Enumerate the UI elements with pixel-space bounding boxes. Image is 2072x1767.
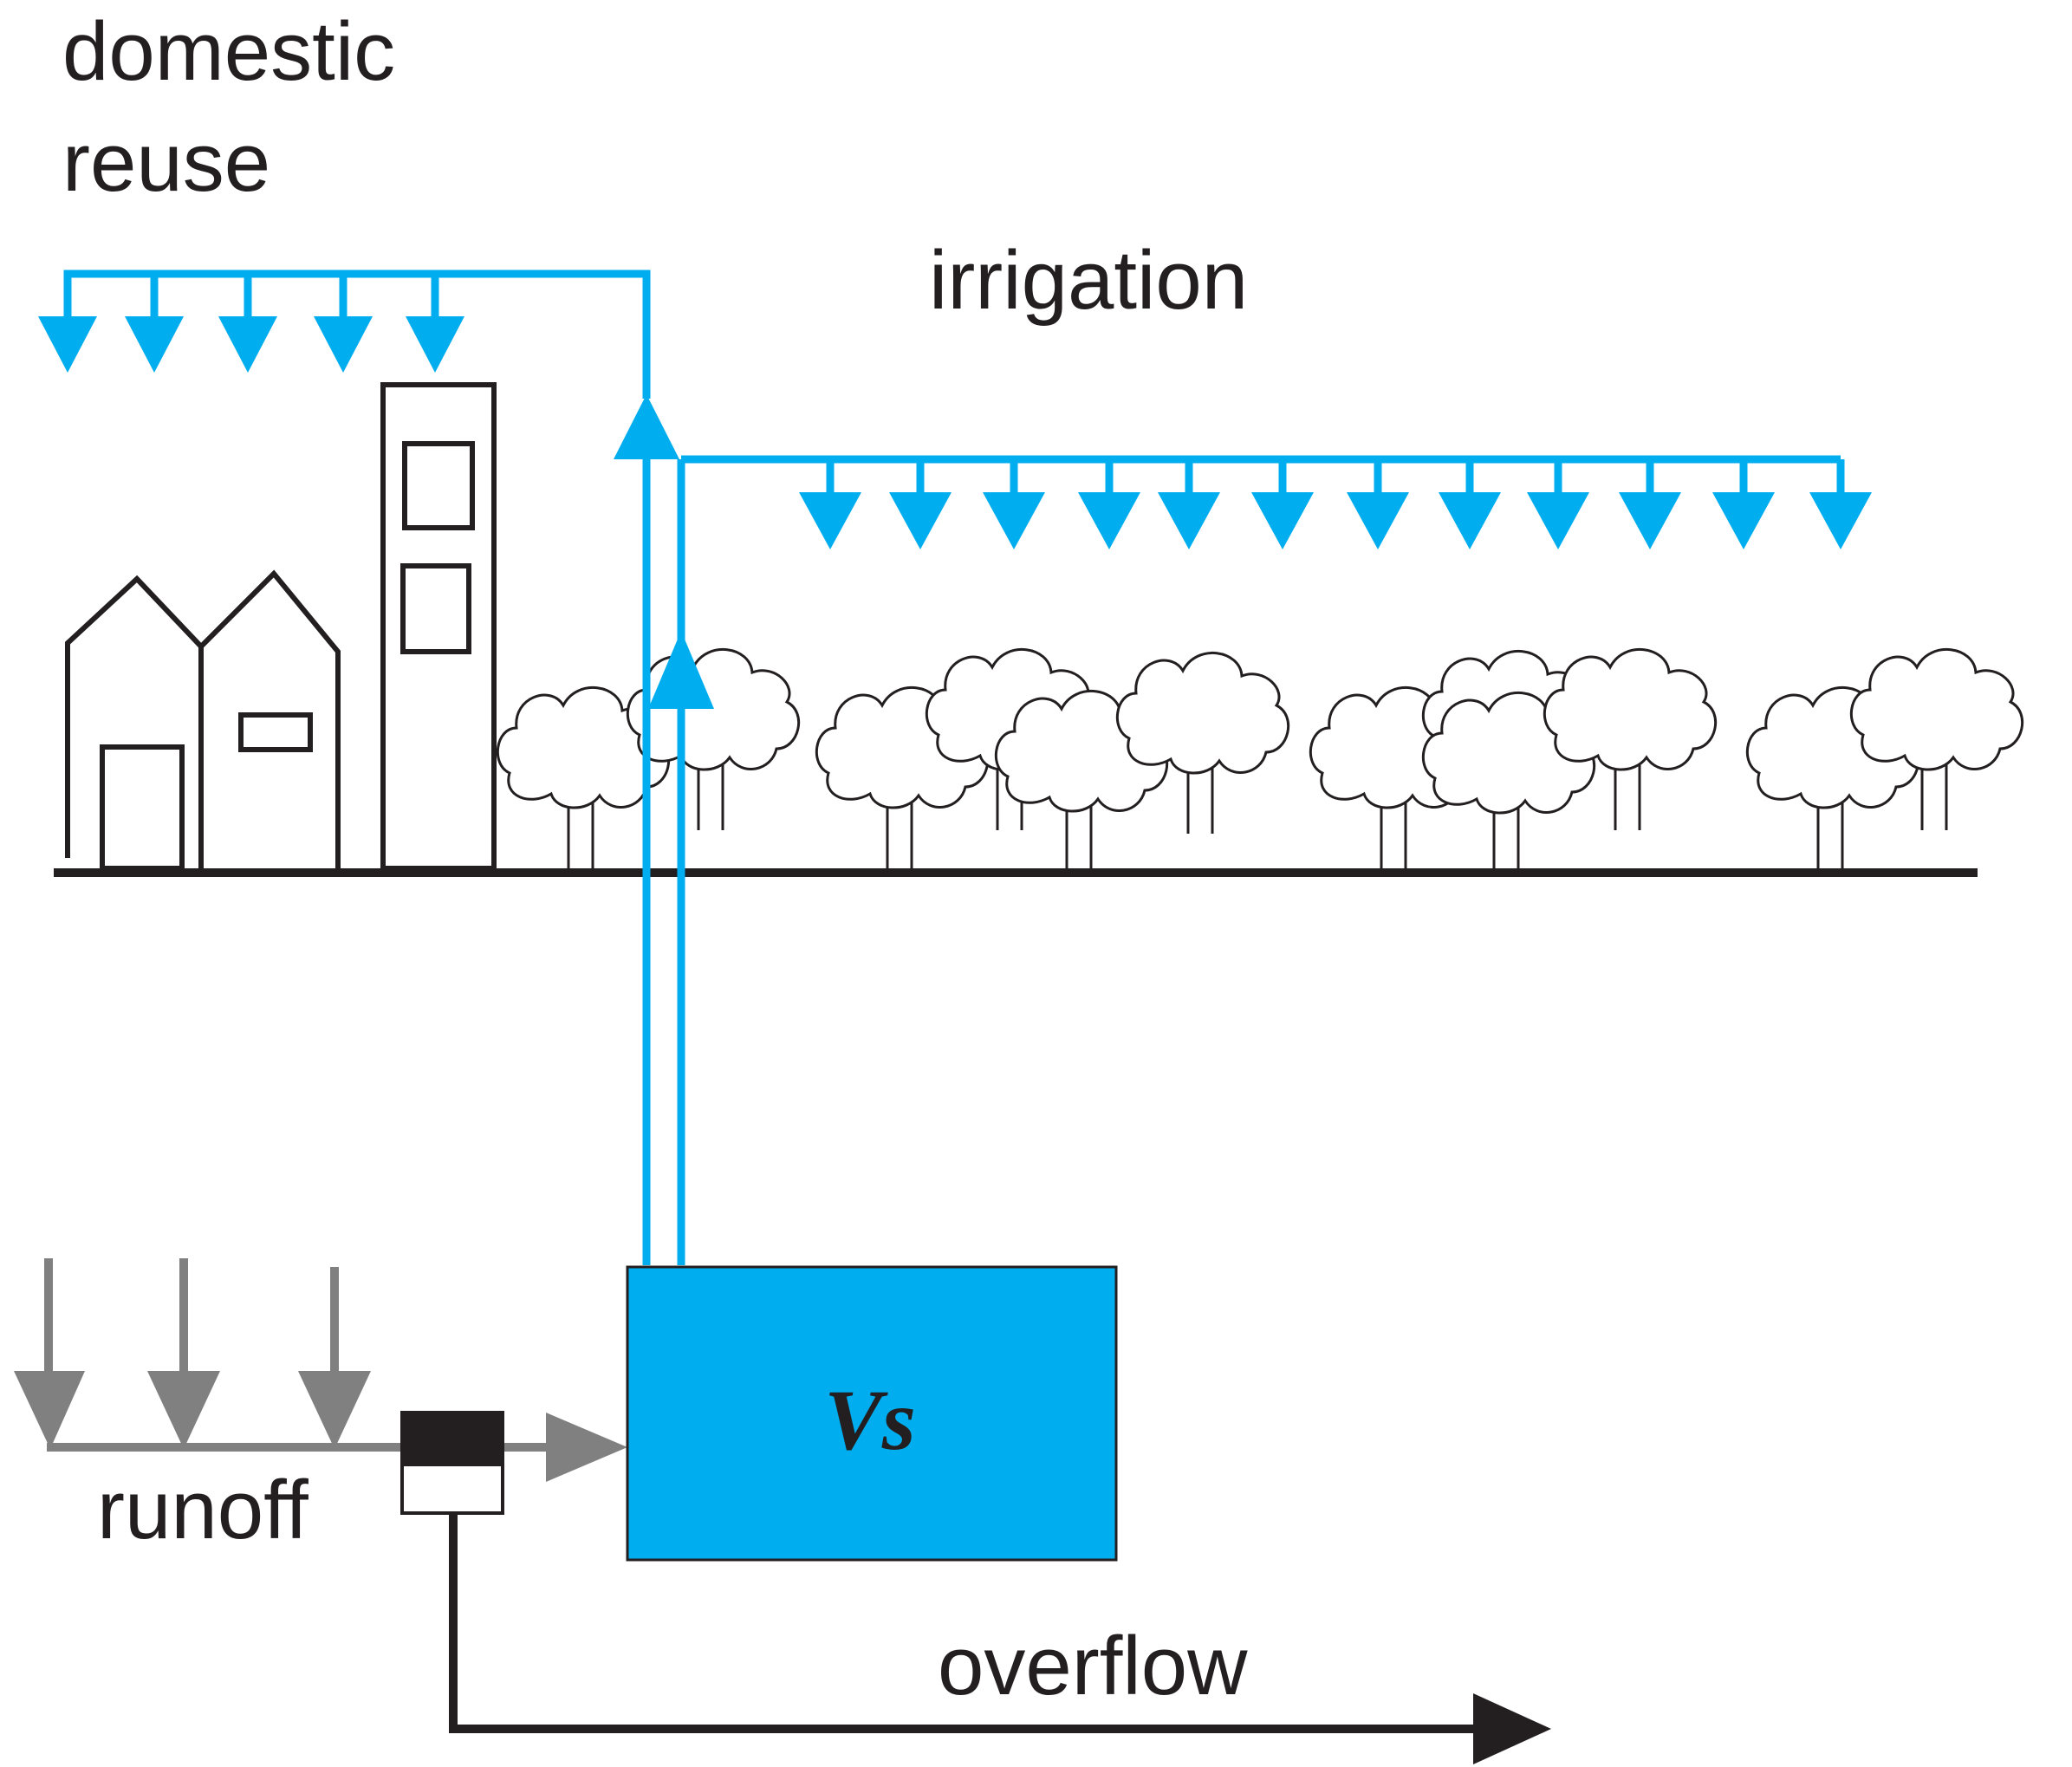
house-right — [201, 574, 338, 868]
tree — [1117, 653, 1288, 834]
down-arrow-icon — [889, 492, 952, 549]
buildings — [68, 385, 494, 868]
tower-building — [383, 385, 494, 868]
down-arrow-icon — [1078, 492, 1140, 549]
down-arrow-icon — [1439, 492, 1501, 549]
right-arrow-icon — [1473, 1693, 1551, 1764]
tower-window-upper — [405, 444, 472, 528]
irrigation-distribution — [681, 459, 1872, 549]
tree-row — [497, 649, 2022, 874]
runoff-inputs — [14, 1258, 627, 1482]
down-arrow-icon — [1712, 492, 1775, 549]
down-arrow-icon — [1347, 492, 1409, 549]
down-arrow-icon — [1158, 492, 1220, 549]
label-reuse: reuse — [62, 116, 270, 209]
down-arrow-icon — [983, 492, 1045, 549]
down-arrow-icon — [147, 1371, 220, 1449]
down-arrow-icon — [125, 316, 184, 373]
down-arrow-icon — [1527, 492, 1589, 549]
tree — [627, 649, 798, 830]
storage-tank: Vs — [627, 1267, 1116, 1560]
tree — [1544, 649, 1715, 830]
label-irrigation: irrigation — [929, 234, 1248, 327]
storage-volume-label: Vs — [824, 1372, 916, 1468]
down-arrow-icon — [1809, 492, 1872, 549]
label-overflow: overflow — [938, 1620, 1248, 1712]
right-arrow-icon — [546, 1413, 627, 1482]
label-runoff: runoff — [97, 1464, 309, 1556]
down-arrow-icon — [1619, 492, 1681, 549]
down-arrow-icon — [1251, 492, 1314, 549]
down-arrow-icon — [799, 492, 861, 549]
down-arrow-icon — [406, 316, 464, 373]
irrigation-sprinkler-stems — [830, 459, 1841, 496]
diverter-valve — [402, 1413, 503, 1513]
valve-bottom — [402, 1465, 503, 1513]
domestic-distribution — [38, 274, 646, 399]
domestic-sprinkler-stems — [154, 274, 435, 322]
down-arrow-icon — [314, 316, 373, 373]
down-arrow-icon — [14, 1371, 85, 1449]
up-arrow-icon — [614, 394, 679, 459]
down-arrow-icon — [218, 316, 277, 373]
down-arrow-icon — [38, 316, 97, 373]
label-domestic: domestic — [62, 5, 395, 98]
tower-window-lower — [403, 566, 469, 652]
supply-pipes — [646, 449, 681, 1265]
house-left-door — [102, 747, 182, 868]
house-right-window — [241, 715, 310, 750]
valve-top — [402, 1413, 503, 1465]
down-arrow-icon — [298, 1371, 371, 1449]
